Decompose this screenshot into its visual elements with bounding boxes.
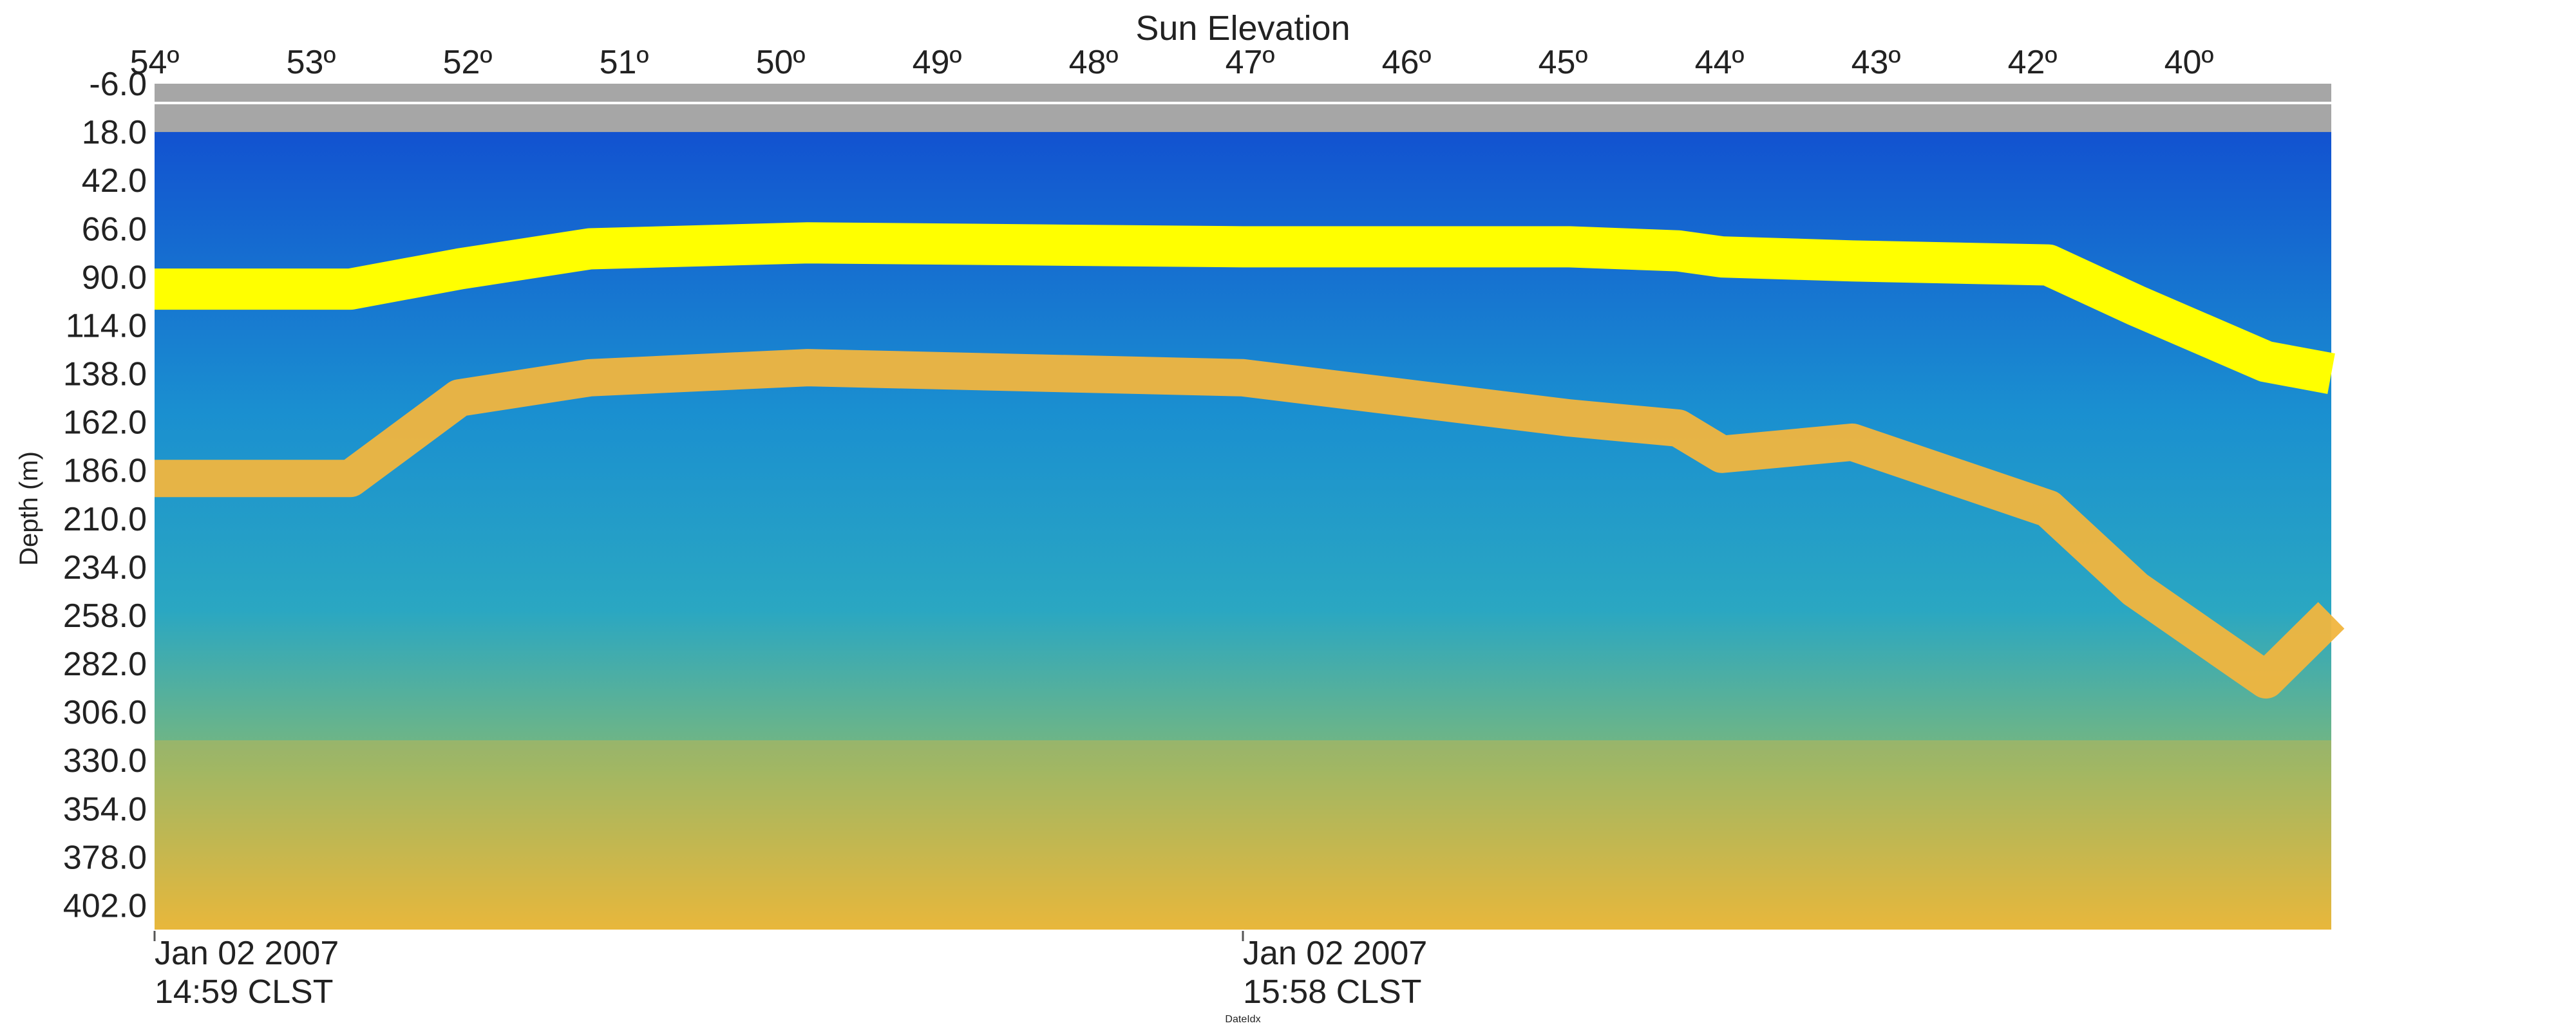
top-tick-label: 48º bbox=[1069, 44, 1119, 81]
top-axis-ticks: 54º 53º 52º 51º 50º 49º 48º 47º 46º 45º 44º 43º 42º 4… bbox=[130, 44, 2214, 81]
y-tick-label: 114.0 bbox=[66, 307, 147, 344]
x-tick-label-line2: 14:59 CLST bbox=[155, 973, 334, 1011]
y-tick-label: 18.0 bbox=[82, 114, 147, 151]
no-data-strip bbox=[155, 84, 2331, 133]
y-tick-label: 378.0 bbox=[63, 839, 147, 876]
top-axis-label: Sun Elevation bbox=[1135, 9, 1350, 48]
y-tick-label: 402.0 bbox=[63, 887, 147, 924]
top-tick-label: 42º bbox=[2008, 44, 2058, 81]
y-tick-label: 330.0 bbox=[63, 742, 147, 780]
y-tick-label: 66.0 bbox=[82, 211, 147, 248]
x-tick-label-line1: Jan 02 2007 bbox=[1243, 935, 1427, 972]
lower-scattering-layer bbox=[155, 349, 2345, 699]
top-tick-label: 52º bbox=[443, 44, 493, 81]
y-tick-label: 138.0 bbox=[63, 356, 147, 393]
top-tick-label: 46º bbox=[1382, 44, 1432, 81]
top-tick-label: 54º bbox=[130, 44, 180, 81]
y-tick-label: 258.0 bbox=[63, 597, 147, 635]
y-tick-label: 90.0 bbox=[82, 259, 147, 296]
plot-area bbox=[155, 84, 2345, 930]
x-tick-label-line2: 15:58 CLST bbox=[1243, 973, 1422, 1011]
y-tick-label: 354.0 bbox=[63, 791, 147, 828]
y-tick-label: 234.0 bbox=[63, 549, 147, 586]
y-tick-label: 186.0 bbox=[63, 453, 147, 490]
x-tick-label-line1: Jan 02 2007 bbox=[155, 935, 339, 972]
x-axis-label: DateIdx bbox=[1225, 1014, 1260, 1025]
top-tick-label: 50º bbox=[756, 44, 806, 81]
y-tick-label: 210.0 bbox=[63, 501, 147, 538]
top-tick-label: 51º bbox=[600, 44, 649, 81]
top-tick-label: 53º bbox=[287, 44, 336, 81]
deep-region bbox=[155, 740, 2331, 930]
y-tick-label: 306.0 bbox=[63, 694, 147, 731]
upper-scattering-layer bbox=[155, 222, 2335, 394]
top-tick-label: 47º bbox=[1226, 44, 1275, 81]
y-tick-label: -6.0 bbox=[89, 66, 147, 103]
y-tick-label: 282.0 bbox=[63, 646, 147, 683]
top-tick-label: 44º bbox=[1695, 44, 1745, 81]
top-tick-label: 43º bbox=[1852, 44, 1901, 81]
top-tick-label: 40º bbox=[2164, 44, 2214, 81]
top-tick-label: 49º bbox=[913, 44, 962, 81]
x-axis-ticks: Jan 02 2007 14:59 CLST Jan 02 2007 15:58… bbox=[153, 931, 1427, 1011]
y-tick-label: 162.0 bbox=[63, 404, 147, 442]
top-tick-label: 45º bbox=[1539, 44, 1588, 81]
y-tick-label: 42.0 bbox=[82, 162, 147, 200]
y-axis-ticks: -6.0 18.0 42.0 66.0 90.0 114.0 138.0 162.0 186.0… bbox=[63, 66, 147, 924]
y-axis-label: Depth (m) bbox=[15, 451, 43, 566]
